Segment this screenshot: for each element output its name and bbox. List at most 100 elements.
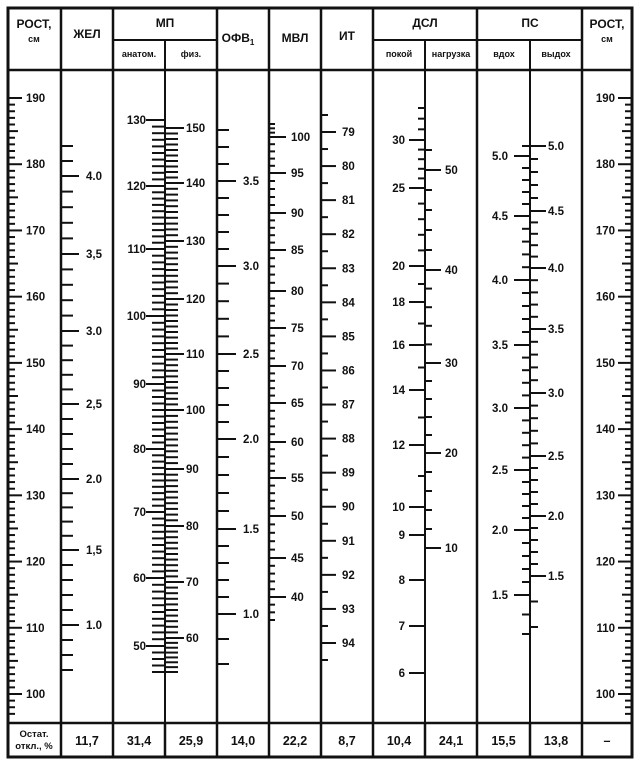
tick-label: 60 — [291, 437, 304, 449]
footer-value: 10,4 — [387, 734, 411, 748]
footer-value: 13,8 — [544, 734, 568, 748]
header-dsl: ДСЛ — [412, 16, 437, 30]
tick-label: 10 — [392, 502, 405, 514]
tick-label: 2.0 — [548, 511, 564, 523]
tick-label: 60 — [133, 573, 146, 585]
tick-label: 3.0 — [86, 326, 102, 338]
tick-label: 90 — [186, 464, 199, 476]
tick-label: 10 — [445, 543, 458, 555]
footer-value: 8,7 — [338, 734, 355, 748]
tick-label: 20 — [445, 448, 458, 460]
tick-label: 140 — [26, 424, 45, 436]
tick-label: 3.5 — [243, 176, 260, 188]
tick-label: 120 — [26, 557, 45, 569]
tick-label: 80 — [133, 444, 146, 456]
tick-label: 120 — [127, 181, 146, 193]
tick-label: 88 — [342, 434, 355, 446]
tick-label: 7 — [399, 621, 405, 633]
tick-label: 65 — [291, 398, 304, 410]
tick-label: 92 — [342, 570, 355, 582]
table-header: РОСТ, см ЖЕЛ МП анатом. физ. ОФВ1 МВЛ ИТ… — [16, 16, 624, 59]
tick-label: 93 — [342, 604, 355, 616]
header-rost-left-2: см — [28, 34, 40, 44]
tick-label: 180 — [596, 159, 615, 171]
tick-label: 82 — [342, 229, 355, 241]
tick-label: 110 — [127, 244, 146, 256]
tick-label: 60 — [186, 633, 199, 645]
footer-value: 22,2 — [283, 734, 307, 748]
tick-label: 55 — [291, 473, 304, 485]
scale-ofv: 3.5 3.0 2.5 2.0 1.5 1.0 — [217, 129, 260, 665]
tick-label: 83 — [342, 263, 355, 275]
tick-label: 50 — [445, 165, 458, 177]
footer-value: 24,1 — [439, 734, 463, 748]
tick-label: 190 — [26, 93, 45, 105]
tick-label: 9 — [399, 530, 405, 542]
scale-mp-phys: 150 140 130 120 110 100 90 80 70 60 — [165, 123, 205, 673]
tick-label: 150 — [596, 358, 615, 370]
footer-label-2: откл., % — [15, 741, 53, 752]
tick-label: 5.0 — [492, 151, 508, 163]
scale-mp-anat: 130 120 110 100 90 80 70 60 50 — [127, 115, 165, 673]
tick-label: 150 — [26, 358, 45, 370]
header-rost-left-1: РОСТ, — [16, 17, 51, 31]
tick-label: 14 — [392, 385, 405, 397]
tick-label: 86 — [342, 365, 355, 377]
tick-label: 50 — [133, 641, 146, 653]
tick-label: 4.0 — [492, 275, 508, 287]
tick-label: 4.5 — [492, 211, 509, 223]
tick-label: 84 — [342, 297, 355, 309]
tick-label: 90 — [342, 502, 355, 514]
tick-label: 3,5 — [86, 249, 103, 261]
tick-label: 130 — [186, 236, 205, 248]
tick-label: 1.5 — [492, 590, 509, 602]
footer-value: 25,9 — [179, 734, 203, 748]
tick-label: 80 — [342, 161, 355, 173]
header-mp: МП — [156, 16, 175, 30]
tick-label: 91 — [342, 536, 355, 548]
tick-label: 110 — [26, 623, 45, 635]
tick-label: 75 — [291, 323, 304, 335]
tick-label: 140 — [186, 178, 205, 190]
tick-label: 180 — [26, 159, 45, 171]
header-dsl-load: нагрузка — [432, 49, 471, 59]
footer-label-1: Остат. — [19, 729, 48, 740]
tick-label: 4.0 — [86, 171, 102, 183]
tick-label: 87 — [342, 400, 355, 412]
tick-label: 18 — [392, 297, 405, 309]
tick-label: 130 — [26, 490, 45, 502]
tick-label: 30 — [445, 358, 458, 370]
tick-label: 110 — [186, 349, 205, 361]
tick-label: 1.5 — [243, 524, 260, 536]
tick-label: 100 — [186, 405, 205, 417]
tick-label: 3.0 — [243, 261, 259, 273]
footer-value: 31,4 — [127, 734, 151, 748]
tick-label: 130 — [596, 490, 615, 502]
tick-label: 70 — [133, 507, 146, 519]
tick-label: 2.0 — [243, 434, 259, 446]
tick-label: 3.0 — [492, 403, 508, 415]
header-it: ИТ — [339, 29, 356, 43]
header-dsl-rest: покой — [386, 49, 412, 59]
tick-label: 3.5 — [492, 340, 509, 352]
table-footer: Остат. откл., % 11,7 31,4 25,9 14,0 22,2 8,7 1… — [15, 729, 610, 752]
tick-label: 160 — [596, 292, 615, 304]
tick-label: 79 — [342, 127, 355, 139]
scales: 190 180 170 160 150 140 130 120 110 100 4.0 3,5 3.0 2… — [9, 93, 631, 715]
header-mp-phys: физ. — [181, 49, 201, 59]
tick-label: 89 — [342, 468, 355, 480]
tick-label: 100 — [26, 689, 45, 701]
tick-label: 100 — [291, 132, 310, 144]
tick-label: 120 — [596, 557, 615, 569]
scale-dsl-rest: 30 25 20 18 16 14 12 10 9 8 7 6 — [392, 107, 425, 680]
header-zhel: ЖЕЛ — [72, 27, 100, 41]
header-rost-right-1: РОСТ, — [589, 17, 624, 31]
tick-label: 90 — [133, 379, 146, 391]
tick-label: 8 — [399, 575, 406, 587]
tick-label: 80 — [291, 286, 304, 298]
tick-label: 2.5 — [548, 451, 565, 463]
tick-label: 1,5 — [86, 545, 103, 557]
tick-label: 95 — [291, 168, 304, 180]
footer-value: 14,0 — [231, 734, 255, 748]
tick-label: 20 — [392, 261, 405, 273]
